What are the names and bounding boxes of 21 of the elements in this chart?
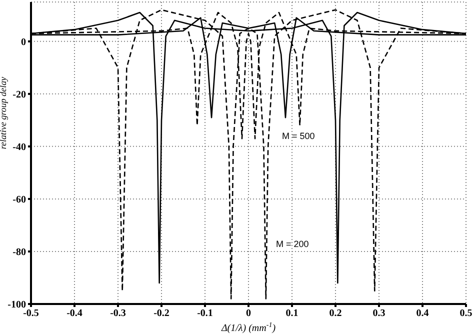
x-tick-label: 0.1	[286, 308, 298, 320]
y-axis-title: relative group delay	[0, 76, 8, 150]
x-tick-label: 0.2	[329, 308, 342, 320]
y-tick-label: -100	[8, 300, 26, 311]
y-tick-label: -20	[12, 89, 26, 100]
y-tick-label: -80	[12, 247, 26, 258]
x-tick-label: -0.4	[66, 308, 82, 320]
y-tick-label: -60	[12, 194, 26, 206]
x-tick-label: 0.5	[460, 308, 472, 320]
x-tick-label: -0.2	[154, 308, 170, 320]
y-tick-label: -40	[12, 142, 26, 153]
x-tick-label: -0.5	[23, 308, 39, 320]
x-tick-label: 0	[246, 308, 251, 320]
annotation: M = 500	[282, 131, 315, 141]
x-tick-label: 0.4	[416, 308, 429, 320]
annotation: M = 200	[276, 239, 309, 249]
x-axis-title: Δ(1/λ) (mm$^{-1}$)	[220, 321, 276, 334]
x-tick-label: 0.3	[372, 308, 386, 320]
y-tick-label: 0	[21, 36, 26, 48]
x-tick-label: -0.1	[197, 308, 213, 320]
x-tick-label: -0.3	[110, 308, 126, 320]
